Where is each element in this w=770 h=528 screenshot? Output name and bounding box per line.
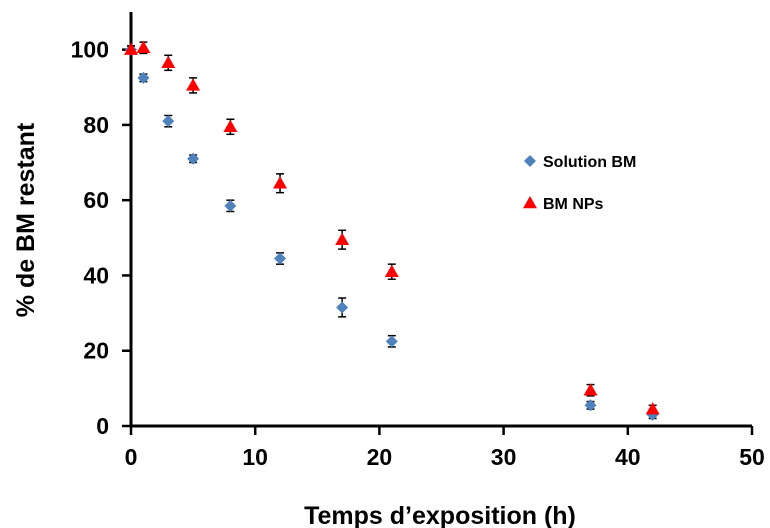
y-tick-label: 60 xyxy=(83,187,109,213)
axes xyxy=(129,12,752,428)
x-tick-label: 50 xyxy=(739,444,765,470)
legend-marker xyxy=(524,155,536,167)
data-point xyxy=(187,152,200,165)
data-point xyxy=(384,264,399,277)
data-point xyxy=(583,383,598,396)
data-point xyxy=(224,199,237,212)
series-1 xyxy=(125,43,659,421)
x-tick-label: 20 xyxy=(367,444,393,470)
data-point xyxy=(161,55,176,69)
y-tick-label: 100 xyxy=(71,37,109,63)
legend: Solution BM BM NPs xyxy=(523,154,636,213)
data-point xyxy=(336,301,349,314)
data-point xyxy=(137,71,150,84)
data-point xyxy=(645,402,660,415)
x-tick-label: 40 xyxy=(615,444,641,470)
plot-area xyxy=(124,40,660,421)
data-point xyxy=(335,232,350,245)
data-point xyxy=(136,40,151,54)
x-tick-label: 10 xyxy=(242,444,268,470)
y-tick-label: 0 xyxy=(96,413,109,439)
data-point xyxy=(385,335,398,348)
y-tick-label: 40 xyxy=(83,262,109,288)
x-tick-label: 0 xyxy=(125,444,138,470)
data-point xyxy=(162,115,175,128)
legend-marker xyxy=(523,196,537,209)
data-point xyxy=(186,78,201,91)
data-point xyxy=(274,252,287,265)
legend-label: Solution BM xyxy=(543,154,636,171)
y-tick-label: 80 xyxy=(83,112,109,138)
series-2 xyxy=(124,40,660,415)
y-tick-label: 20 xyxy=(83,338,109,364)
data-point xyxy=(124,42,138,55)
data-point xyxy=(584,399,597,412)
legend-label: BM NPs xyxy=(543,196,604,213)
data-point xyxy=(223,119,238,133)
data-point xyxy=(273,176,288,189)
ticks: 0 10 20 30 40 50 0 20 40 60 80 100 xyxy=(71,37,765,470)
x-axis-title: Temps d’exposition (h) xyxy=(304,502,576,528)
y-axis-title: % de BM restant xyxy=(12,122,40,317)
x-tick-label: 30 xyxy=(491,444,517,470)
